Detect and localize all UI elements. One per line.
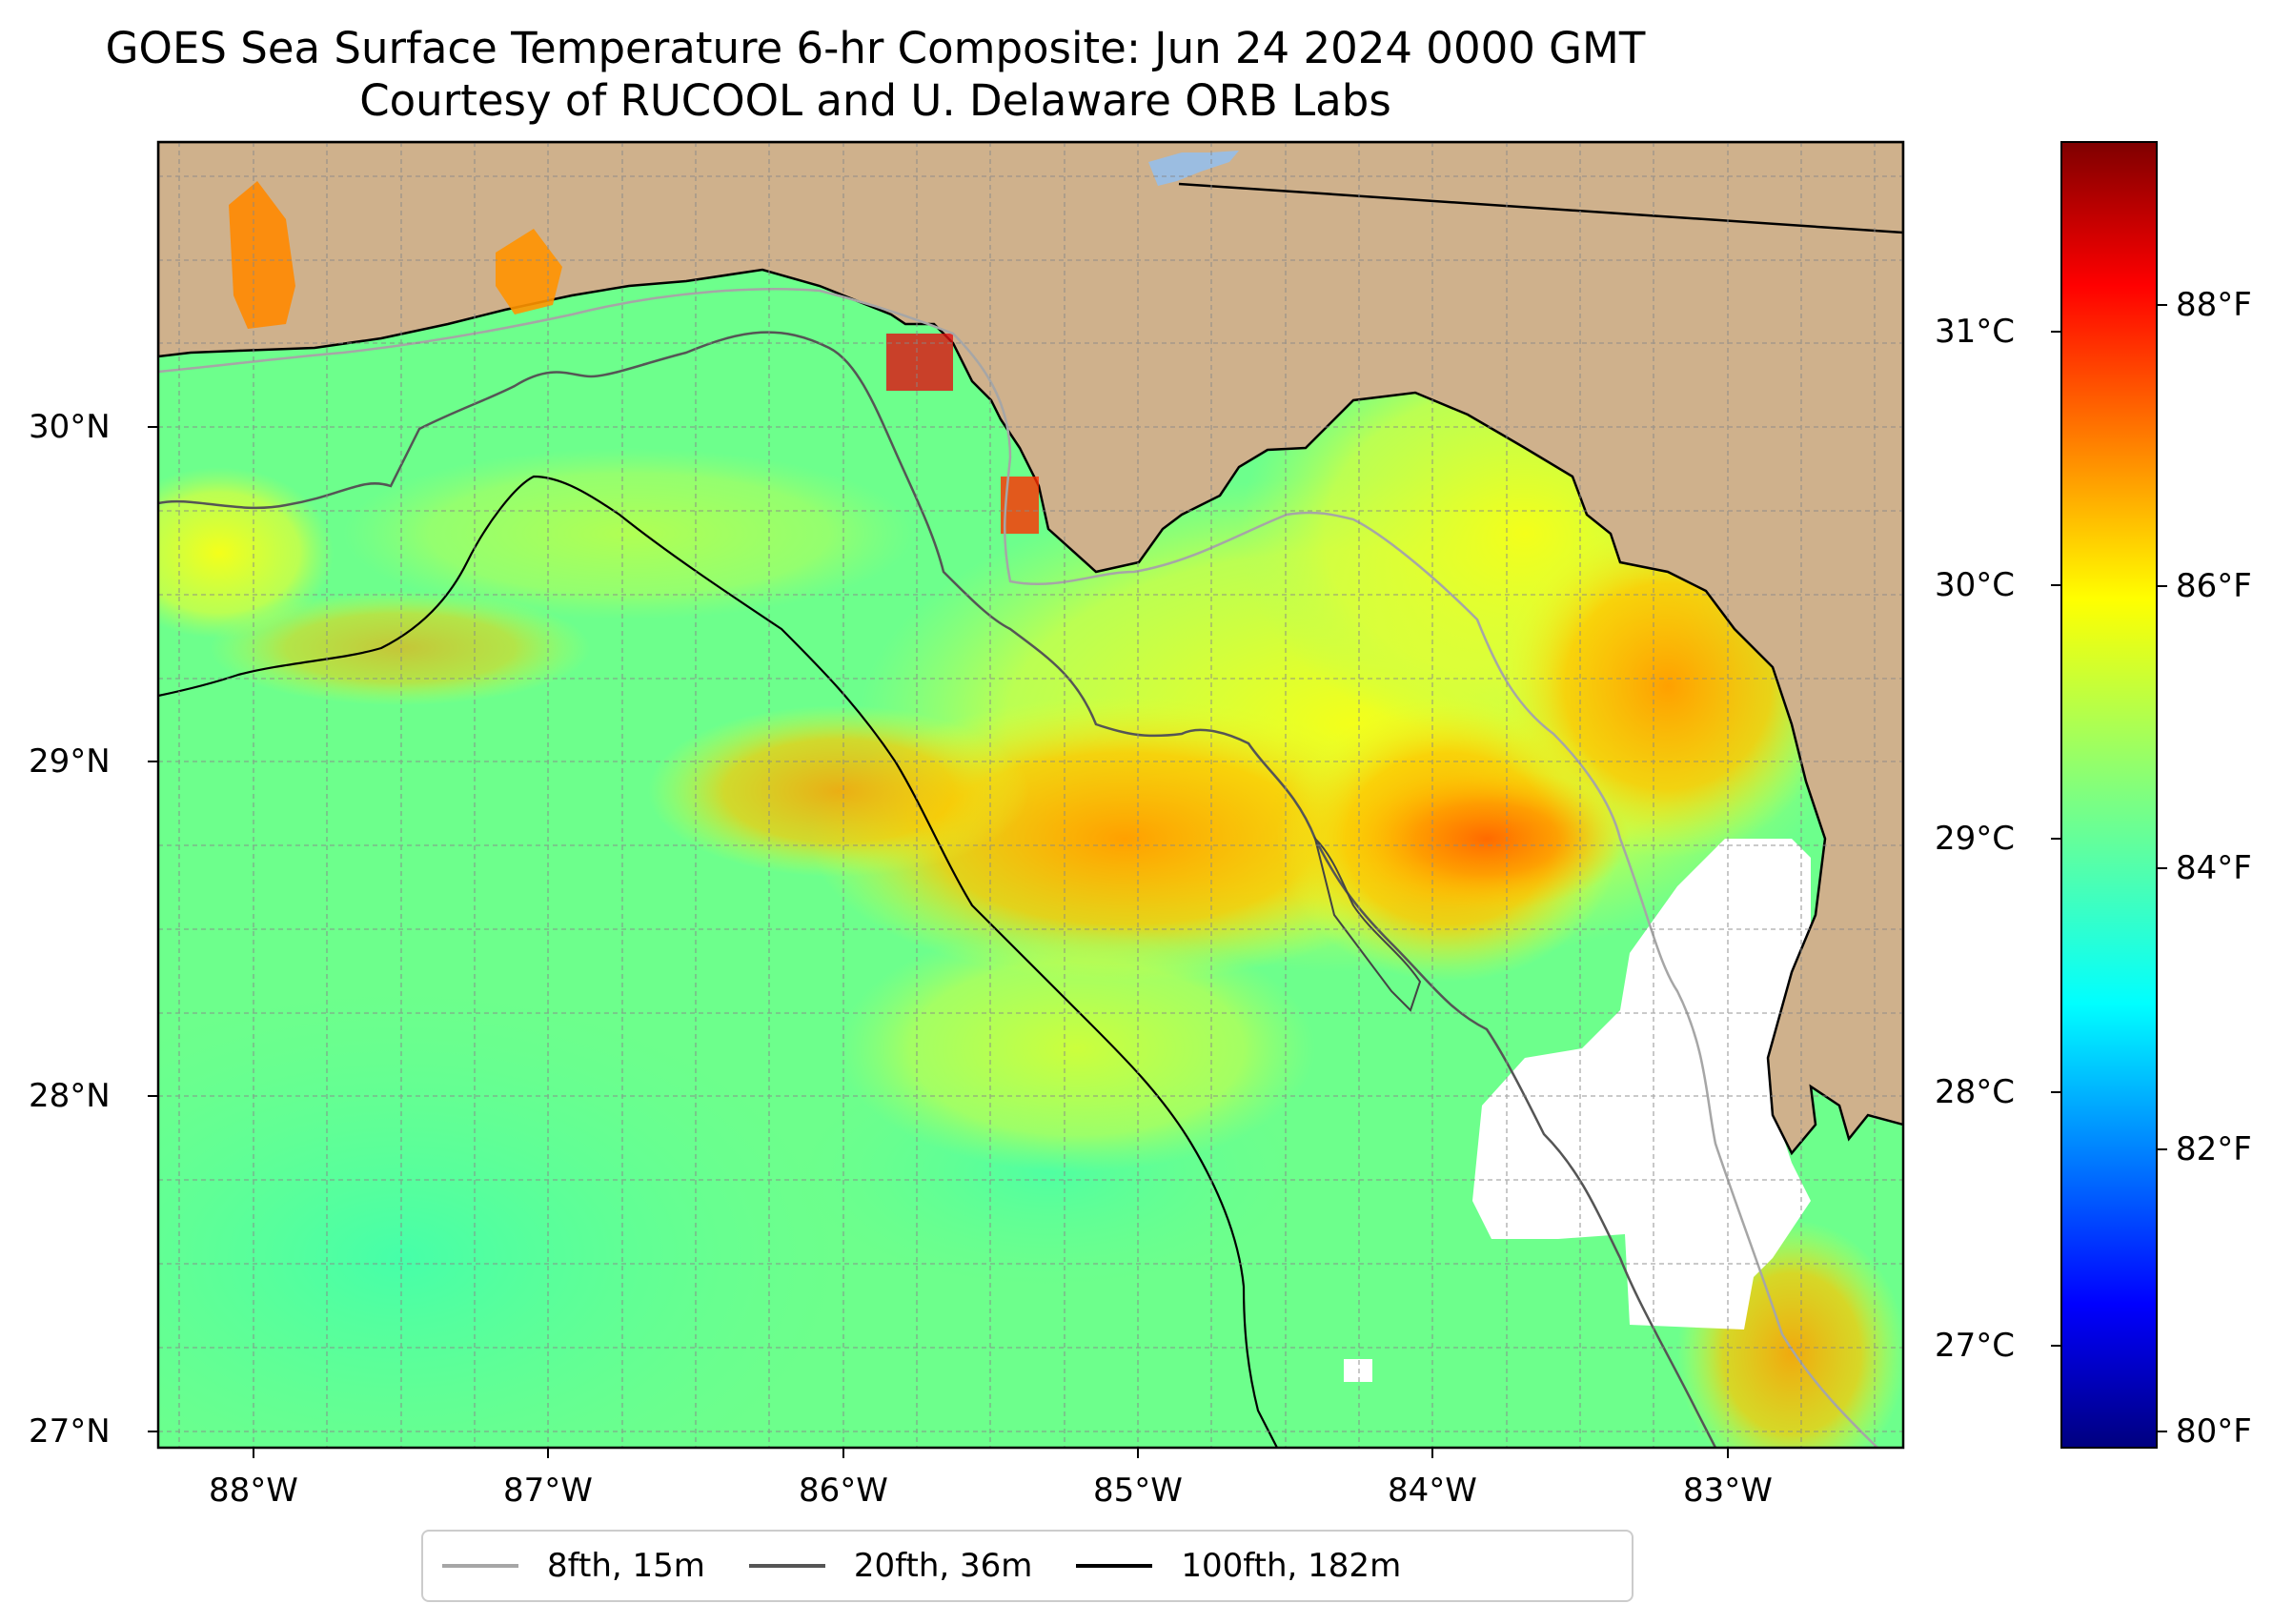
colorbar-fahrenheit-label: 84°F [2176,849,2252,887]
legend-swatch [442,1564,518,1568]
contour-20fth [158,331,1717,1448]
gridlines [158,142,1903,1448]
lon-tick-label: 85°W [1093,1472,1183,1510]
colorbar-ticks [2051,304,2167,1432]
legend-swatch [1076,1564,1153,1568]
colorbar-celsius-label: 27°C [1935,1327,2016,1365]
lon-tick-label: 83°W [1683,1472,1773,1510]
map-frame [156,140,1905,1450]
lon-tick-label: 86°W [799,1472,888,1510]
colorbar-fahrenheit-label: 86°F [2176,567,2252,605]
colorbar-fahrenheit-label: 82°F [2176,1130,2252,1168]
warm-core [1344,767,1630,910]
no-data-region [1472,839,1811,1330]
lat-tick-label: 28°N [29,1077,111,1115]
lat-tick-label: 29°N [29,742,111,781]
lat-tick-label: 30°N [29,408,111,446]
lon-tick-label: 87°W [503,1472,593,1510]
legend-label: 8fth, 15m [547,1547,705,1585]
lon-tick-label: 84°W [1388,1472,1477,1510]
legend-label: 20fth, 36m [853,1547,1033,1585]
land [158,142,1903,1156]
legend-item-8fth: 8fth, 15m [442,1547,705,1585]
chart-title: GOES Sea Surface Temperature 6-hr Compos… [105,23,1646,73]
legend-item-20fth: 20fth, 36m [748,1547,1033,1585]
contour-8fth [158,288,1878,1448]
lake [1148,151,1239,186]
lon-tick-label: 88°W [209,1472,298,1510]
legend: 8fth, 15m 20fth, 36m 100fth, 182m [421,1530,1634,1602]
contour-100fth [158,475,1278,1448]
cool-patch [158,991,839,1448]
colorbar [2060,141,2158,1449]
chart-subtitle: Courtesy of RUCOOL and U. Delaware ORB L… [359,75,1391,126]
colorbar-fahrenheit-label: 88°F [2176,286,2252,324]
axis-ticks [148,426,1729,1458]
state-border [1178,182,1903,234]
legend-label: 100fth, 182m [1181,1547,1402,1585]
colorbar-fahrenheit-label: 80°F [2176,1412,2252,1451]
map-area [158,142,1903,1448]
legend-item-100fth: 100fth, 182m [1076,1547,1401,1585]
legend-swatch [748,1564,825,1568]
colorbar-celsius-label: 30°C [1935,566,2016,604]
colorbar-celsius-label: 28°C [1935,1073,2016,1111]
colorbar-celsius-label: 29°C [1935,820,2016,858]
lat-tick-label: 27°N [29,1412,111,1451]
colorbar-celsius-label: 31°C [1935,313,2016,351]
